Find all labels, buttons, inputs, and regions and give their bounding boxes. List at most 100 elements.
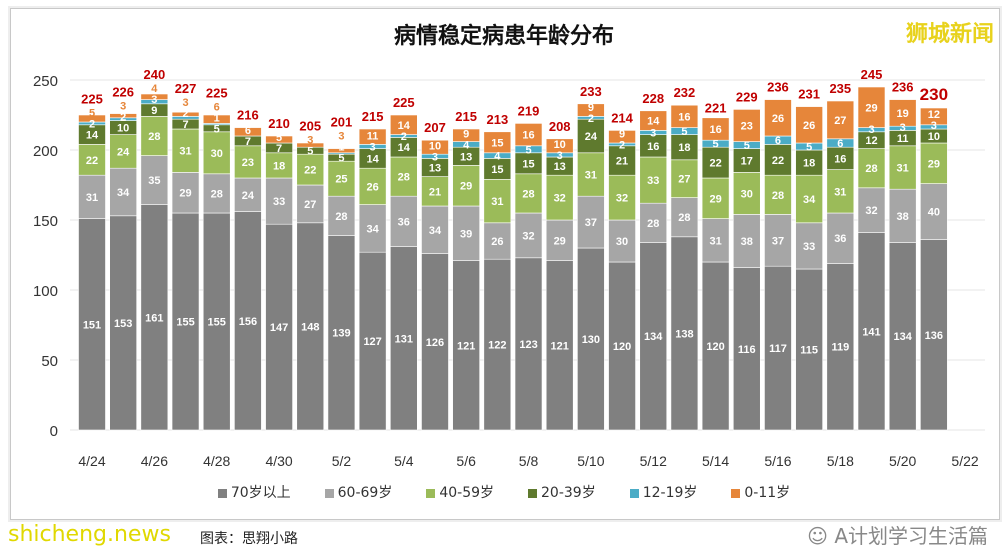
x-tick-label: 4/30 <box>265 453 292 469</box>
legend-swatch <box>731 488 741 498</box>
segment-label: 28 <box>522 188 534 200</box>
segment-label: 6 <box>214 101 220 113</box>
segment-label: 147 <box>270 322 288 334</box>
segment-label: 31 <box>491 196 503 208</box>
segment-label: 31 <box>86 192 98 204</box>
segment-label: 13 <box>429 163 441 175</box>
bar-segment <box>452 260 480 431</box>
segment-label: 33 <box>647 175 659 187</box>
segment-label: 122 <box>488 340 506 352</box>
bar-segment <box>265 135 293 144</box>
bar-segment <box>608 261 636 431</box>
x-tick-label: 5/4 <box>394 453 414 469</box>
bar-segment <box>265 152 293 179</box>
segment-label: 153 <box>114 318 132 330</box>
segment-label: 16 <box>834 153 846 165</box>
total-label: 232 <box>674 85 696 100</box>
segment-label: 6 <box>245 125 251 137</box>
segment-label: 155 <box>208 317 226 329</box>
legend-swatch <box>324 488 334 498</box>
segment-label: 121 <box>551 340 569 352</box>
total-label: 219 <box>518 103 540 118</box>
segment-label: 5 <box>214 123 220 135</box>
bar-segment <box>452 205 480 261</box>
bar-segment <box>764 214 792 267</box>
bar-segment <box>639 110 668 131</box>
segment-label: 10 <box>429 140 441 152</box>
bar-segment <box>826 169 855 214</box>
segment-label: 127 <box>363 336 381 348</box>
segment-label: 34 <box>117 187 130 199</box>
bar-segment <box>421 205 449 254</box>
bar-segment <box>234 127 262 137</box>
segment-label: 3 <box>370 142 376 154</box>
bar-segment <box>608 130 636 144</box>
x-tick-label: 4/26 <box>141 453 168 469</box>
bar-segment <box>857 187 886 233</box>
segment-label: 30 <box>211 148 223 160</box>
segment-label: 123 <box>519 339 537 351</box>
total-label: 225 <box>206 85 228 100</box>
total-label: 205 <box>299 119 321 134</box>
bar-segment <box>608 145 636 176</box>
bar-segment <box>421 139 449 155</box>
segment-label: 33 <box>803 241 815 253</box>
segment-label: 156 <box>239 316 257 328</box>
y-tick-label: 200 <box>33 143 58 160</box>
segment-label: 5 <box>681 126 687 138</box>
bar-segment <box>514 123 543 147</box>
bar-segment <box>202 131 231 175</box>
total-label: 245 <box>861 67 883 82</box>
segment-label: 3 <box>931 120 937 132</box>
bar-segment <box>857 148 886 189</box>
legend-label: 0-11岁 <box>744 485 791 501</box>
watermark-wechat: ☺ A计划学习生活篇 <box>807 524 988 548</box>
bar-segment <box>78 218 106 431</box>
bar-segment <box>296 142 325 148</box>
bar-segment <box>358 251 387 431</box>
watermark-site: shicheng.news <box>8 522 171 547</box>
segment-label: 1 <box>338 142 344 154</box>
segment-label: 12 <box>865 135 877 147</box>
segment-label: 14 <box>398 120 411 132</box>
segment-label: 11 <box>897 133 909 145</box>
segment-label: 2 <box>401 131 407 143</box>
segment-label: 3 <box>868 124 874 136</box>
segment-label: 3 <box>182 97 188 109</box>
total-label: 233 <box>580 84 602 99</box>
segment-label: 22 <box>709 158 721 170</box>
bar-segment <box>234 177 262 212</box>
segment-label: 31 <box>834 186 846 198</box>
segment-label: 28 <box>398 172 410 184</box>
bar-segment <box>608 174 636 221</box>
segment-label: 5 <box>713 139 719 151</box>
segment-label: 30 <box>741 188 753 200</box>
bar-segment <box>920 142 948 184</box>
total-label: 215 <box>362 109 384 124</box>
total-label: 210 <box>268 116 290 131</box>
segment-label: 3 <box>151 94 157 106</box>
legend-swatch <box>528 488 538 498</box>
watermark-logo-top: 狮城新闻 <box>905 22 994 47</box>
bar-segment <box>795 268 823 431</box>
bar-segment <box>140 93 169 100</box>
segment-label: 14 <box>366 153 379 165</box>
bar-segment <box>296 184 325 224</box>
segment-label: 2 <box>619 139 625 151</box>
bar-segment <box>234 145 262 179</box>
bar-segment <box>265 177 293 225</box>
bar-segment <box>452 165 480 207</box>
bar-segment <box>670 104 699 128</box>
segment-label: 27 <box>678 174 690 186</box>
segment-label: 13 <box>554 161 566 173</box>
segment-label: 28 <box>865 163 877 175</box>
bar-segment <box>358 204 387 253</box>
total-label: 215 <box>455 109 477 124</box>
segment-label: 3 <box>120 101 126 113</box>
segment-label: 26 <box>772 113 784 125</box>
segment-label: 5 <box>744 140 750 152</box>
bar-segment <box>389 156 418 197</box>
bar-segment <box>140 116 169 156</box>
segment-label: 29 <box>928 158 940 170</box>
legend-item: 70岁以上 <box>217 484 291 502</box>
